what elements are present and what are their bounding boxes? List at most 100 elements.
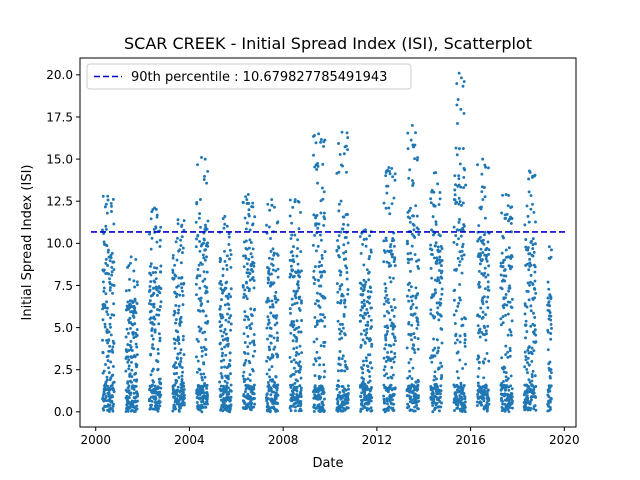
data-point [406,252,410,256]
data-point [112,222,116,226]
data-point [534,340,538,344]
data-point [369,361,373,364]
data-point [174,321,178,325]
data-point [136,399,139,403]
data-point [432,190,436,194]
data-point [175,397,179,401]
data-point [346,288,350,292]
data-point [228,407,232,411]
data-point [487,166,490,170]
data-point [158,238,162,242]
data-point [527,345,531,349]
data-point [219,329,223,333]
data-point [430,360,434,364]
data-point [431,391,435,395]
data-point [319,312,323,316]
data-point [153,330,157,334]
data-point [203,382,207,385]
data-point [531,369,535,373]
data-point [452,240,456,244]
data-point [133,306,137,310]
data-point [410,123,414,127]
data-point [460,254,464,258]
data-point [247,246,251,250]
data-point [312,269,316,273]
data-point [150,327,154,331]
data-point [294,361,298,364]
data-point [270,198,274,201]
data-point [248,341,252,345]
data-point [312,340,316,344]
data-point [229,395,233,399]
data-point [463,400,467,404]
x-tick-label: 2012 [362,433,393,447]
data-point [241,285,245,289]
data-point [523,223,527,227]
data-point [434,291,438,295]
data-point [411,302,415,306]
data-point [249,240,253,244]
data-point [194,245,198,249]
data-point [220,347,224,351]
data-point [549,295,553,299]
data-point [315,323,319,326]
data-point [322,375,326,379]
data-point [291,205,295,209]
data-point [456,403,460,407]
data-point [416,227,420,231]
data-point [462,391,466,395]
data-point [339,230,343,234]
data-point [108,349,112,353]
data-point [318,260,322,264]
data-point [180,378,184,381]
data-point [151,383,154,387]
data-point [548,311,552,315]
data-point [527,177,531,181]
data-point [155,288,159,292]
data-point [504,388,507,392]
data-point [198,309,202,313]
data-point [392,343,396,346]
data-point [509,374,513,378]
data-point [414,204,418,208]
data-point [222,358,226,362]
data-point [266,397,270,400]
data-point [528,283,532,287]
data-point [313,133,316,137]
data-point [530,375,534,379]
data-point [359,308,363,312]
data-point [336,290,340,294]
data-point [126,360,130,364]
data-point [507,193,511,197]
data-point [452,298,456,302]
data-point [251,201,255,205]
data-point [343,299,347,303]
data-point [198,240,201,243]
data-point [508,328,512,332]
data-point [288,307,292,311]
data-point [206,402,209,406]
data-point [178,364,182,368]
data-point [412,384,416,388]
data-point [412,223,416,227]
data-point [323,217,327,221]
data-point [131,301,135,304]
data-point [385,397,389,400]
data-point [312,282,316,286]
data-point [244,256,248,260]
data-point [156,367,160,371]
y-tick-label: 20.0 [46,68,73,82]
data-point [463,344,467,348]
data-point [291,339,295,343]
data-point [532,407,536,411]
data-point [268,208,272,212]
data-point [127,367,131,371]
data-point [320,274,324,278]
data-point [453,193,457,197]
data-point [362,329,366,332]
data-point [524,336,528,340]
data-point [248,228,252,232]
data-point [363,304,367,308]
data-point [416,407,420,411]
data-point [135,363,139,367]
